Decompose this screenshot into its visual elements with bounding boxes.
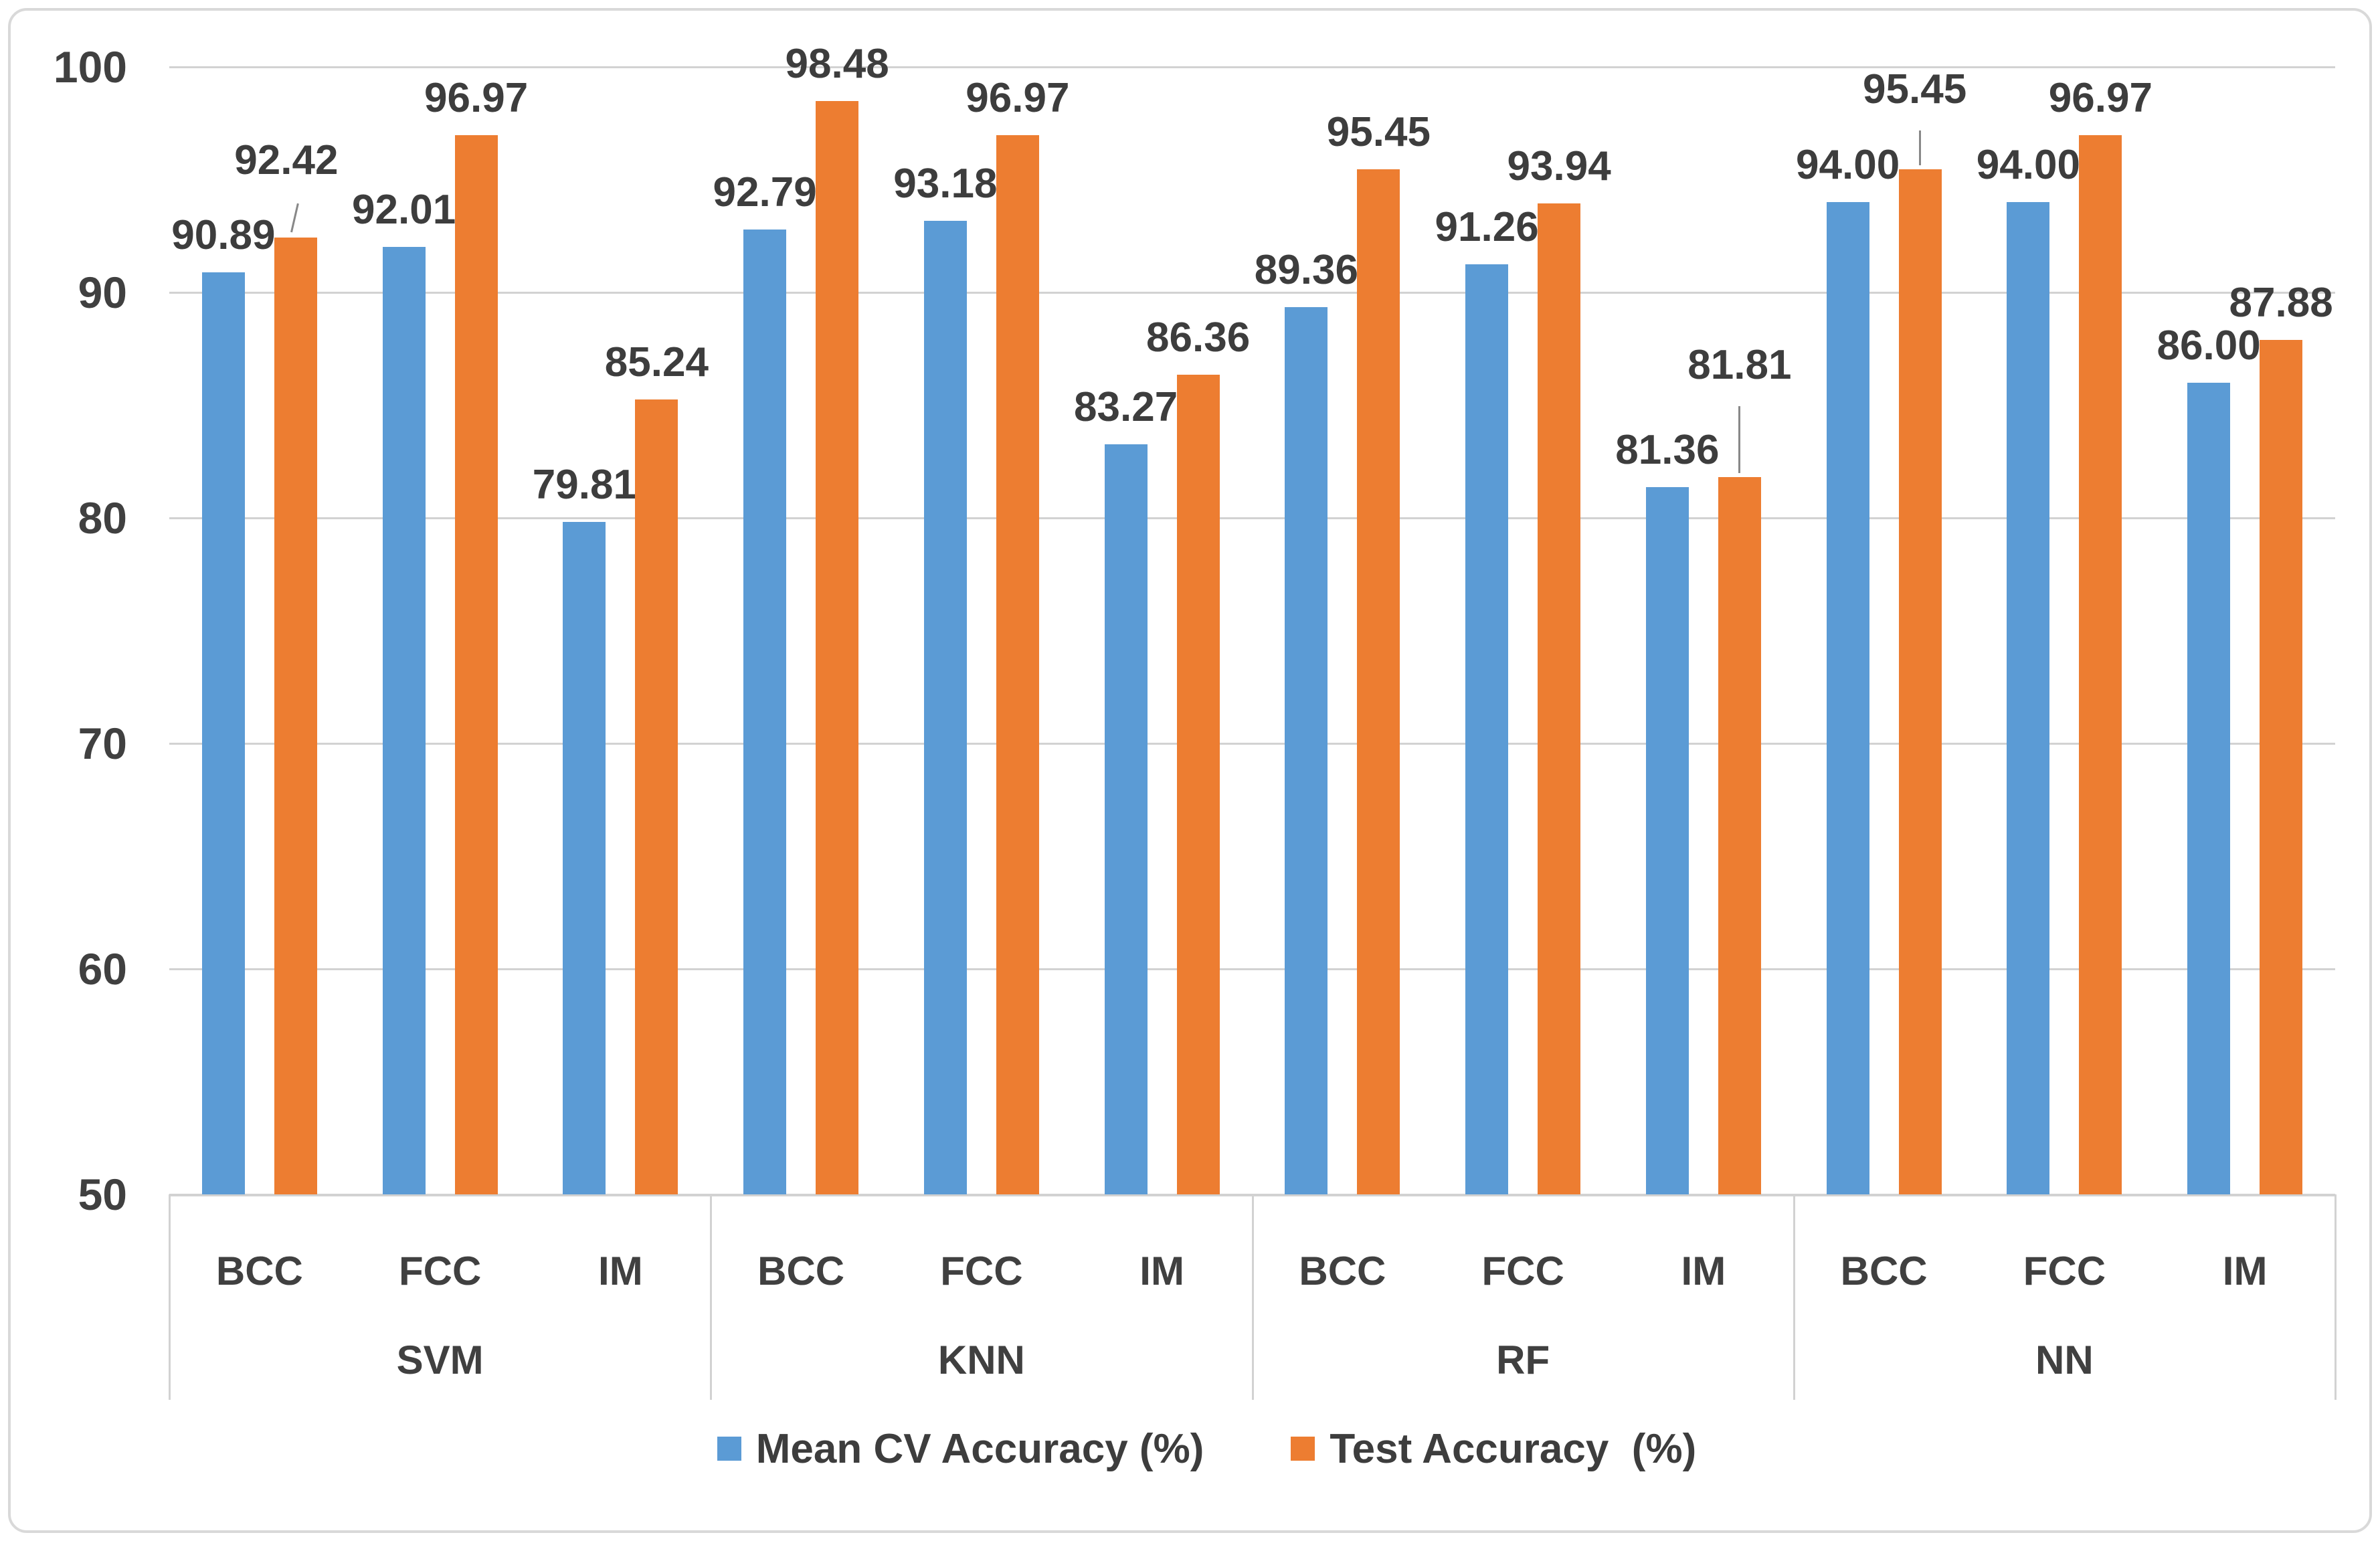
- bar-mean-cv-nn-im: [2187, 382, 2231, 1194]
- y-tick-label-80: 80: [78, 493, 127, 543]
- category-label-bcc: BCC: [757, 1249, 845, 1293]
- bar-mean-cv-rf-im: [1645, 487, 1689, 1194]
- gridline-80: [169, 517, 2335, 519]
- bar-test-accuracy-svm-im: [635, 399, 678, 1194]
- y-tick-label-90: 90: [78, 268, 127, 317]
- gridline-90: [169, 292, 2335, 294]
- bar-test-accuracy-nn-fcc: [2079, 135, 2122, 1194]
- bar-value-label-mean-cv-svm-fcc: 92.01: [352, 187, 456, 234]
- legend-item-test-accuracy: Test Accuracy (%): [1291, 1425, 1696, 1473]
- bar-test-accuracy-rf-bcc: [1357, 169, 1400, 1194]
- bar-test-accuracy-svm-bcc: [274, 238, 317, 1194]
- bar-value-label-mean-cv-knn-bcc: 92.79: [713, 169, 817, 215]
- group-separator: [169, 1194, 171, 1400]
- legend-swatch-mean-cv-icon: [717, 1437, 741, 1461]
- bar-test-accuracy-knn-fcc: [996, 135, 1039, 1194]
- category-label-bcc: BCC: [1840, 1249, 1928, 1293]
- category-label-fcc: FCC: [398, 1249, 482, 1293]
- group-label-nn: NN: [2035, 1338, 2094, 1382]
- y-tick-label-50: 50: [78, 1170, 127, 1219]
- bar-value-label-mean-cv-svm-im: 79.81: [532, 462, 636, 509]
- category-label-fcc: FCC: [1481, 1249, 1564, 1293]
- category-label-im: IM: [2222, 1249, 2268, 1293]
- bar-value-label-test-accuracy-rf-fcc: 93.94: [1507, 143, 1611, 190]
- group-separator: [2335, 1194, 2337, 1400]
- bar-value-label-mean-cv-knn-im: 83.27: [1074, 383, 1178, 430]
- legend-item-mean-cv: Mean CV Accuracy (%): [717, 1425, 1204, 1473]
- bar-mean-cv-svm-bcc: [201, 272, 245, 1194]
- category-label-im: IM: [1681, 1249, 1726, 1293]
- category-label-fcc: FCC: [940, 1249, 1023, 1293]
- bar-mean-cv-svm-im: [563, 522, 606, 1194]
- bar-value-label-mean-cv-nn-bcc: 94.00: [1796, 142, 1900, 189]
- bar-value-label-mean-cv-nn-fcc: 94.00: [1976, 142, 2080, 189]
- bar-value-label-test-accuracy-knn-bcc: 98.48: [785, 41, 889, 88]
- gridline-70: [169, 743, 2335, 745]
- group-separator: [1251, 1194, 1254, 1400]
- category-label-im: IM: [598, 1249, 643, 1293]
- leader-line: [1738, 406, 1740, 473]
- bar-value-label-test-accuracy-rf-bcc: 95.45: [1326, 109, 1431, 156]
- bar-test-accuracy-nn-im: [2260, 340, 2303, 1194]
- bar-value-label-test-accuracy-nn-fcc: 96.97: [2048, 75, 2153, 122]
- y-tick-label-100: 100: [53, 42, 127, 92]
- bar-mean-cv-knn-im: [1104, 444, 1148, 1194]
- leader-line: [1918, 130, 1921, 166]
- bar-mean-cv-knn-bcc: [743, 229, 787, 1194]
- bar-value-label-mean-cv-knn-fcc: 93.18: [893, 160, 998, 207]
- gridline-100: [169, 66, 2335, 68]
- bar-mean-cv-rf-fcc: [1465, 264, 1509, 1194]
- bar-mean-cv-svm-fcc: [382, 247, 426, 1194]
- bar-value-label-mean-cv-rf-im: 81.36: [1615, 427, 1720, 474]
- bar-value-label-test-accuracy-nn-bcc: 95.45: [1863, 66, 1967, 113]
- bar-value-label-test-accuracy-knn-fcc: 96.97: [966, 75, 1070, 122]
- bar-test-accuracy-rf-fcc: [1538, 203, 1581, 1194]
- bar-test-accuracy-rf-im: [1718, 477, 1761, 1194]
- category-label-im: IM: [1139, 1249, 1184, 1293]
- bar-value-label-mean-cv-nn-im: 86.00: [2157, 322, 2261, 369]
- gridline-60: [169, 968, 2335, 970]
- bar-value-label-test-accuracy-knn-im: 86.36: [1146, 314, 1251, 361]
- bar-value-label-test-accuracy-rf-im: 81.81: [1687, 342, 1792, 388]
- group-label-rf: RF: [1496, 1338, 1550, 1382]
- category-label-bcc: BCC: [215, 1249, 303, 1293]
- bar-test-accuracy-nn-bcc: [1898, 169, 1942, 1194]
- category-label-fcc: FCC: [2023, 1249, 2106, 1293]
- bar-value-label-mean-cv-rf-bcc: 89.36: [1254, 246, 1358, 293]
- bar-test-accuracy-knn-bcc: [816, 101, 859, 1194]
- group-separator: [710, 1194, 713, 1400]
- bar-value-label-test-accuracy-svm-bcc: 92.42: [234, 137, 339, 184]
- y-tick-label-70: 70: [78, 719, 127, 768]
- bar-value-label-test-accuracy-nn-im: 87.88: [2229, 280, 2333, 327]
- bar-mean-cv-nn-bcc: [1826, 202, 1869, 1194]
- y-tick-label-60: 60: [78, 944, 127, 994]
- category-label-bcc: BCC: [1299, 1249, 1386, 1293]
- group-label-svm: SVM: [396, 1338, 484, 1382]
- group-separator: [1793, 1194, 1795, 1400]
- bar-value-label-test-accuracy-svm-fcc: 96.97: [424, 75, 529, 122]
- bar-mean-cv-nn-fcc: [2007, 202, 2050, 1194]
- bar-mean-cv-knn-fcc: [923, 220, 967, 1194]
- legend-label-mean-cv: Mean CV Accuracy (%): [755, 1425, 1204, 1472]
- legend-swatch-test-accuracy-icon: [1291, 1437, 1315, 1461]
- group-label-knn: KNN: [937, 1338, 1025, 1382]
- bar-value-label-mean-cv-rf-fcc: 91.26: [1435, 203, 1539, 250]
- bar-test-accuracy-knn-im: [1176, 374, 1220, 1194]
- legend: Mean CV Accuracy (%) Test Accuracy (%): [17, 1415, 2380, 1482]
- bar-test-accuracy-svm-fcc: [454, 135, 498, 1194]
- bar-mean-cv-rf-bcc: [1285, 306, 1328, 1194]
- legend-label-test-accuracy: Test Accuracy (%): [1330, 1425, 1697, 1472]
- bar-value-label-mean-cv-svm-bcc: 90.89: [171, 212, 276, 258]
- bar-value-label-test-accuracy-svm-im: 85.24: [604, 339, 709, 386]
